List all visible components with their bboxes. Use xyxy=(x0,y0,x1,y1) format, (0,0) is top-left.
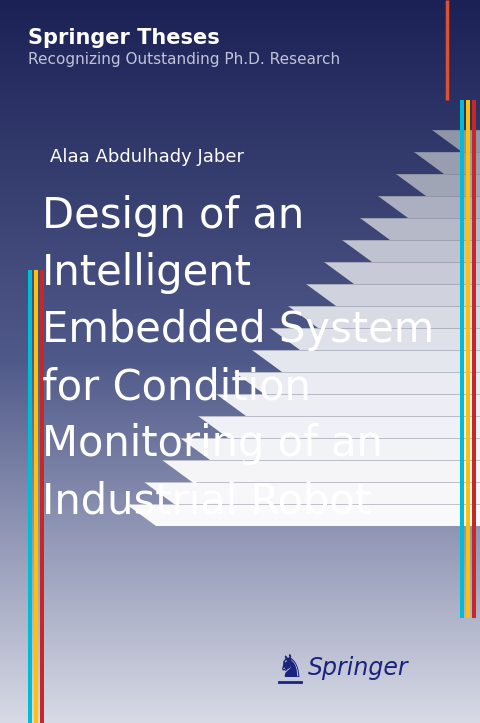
Polygon shape xyxy=(198,416,480,438)
Text: for Condition: for Condition xyxy=(42,366,311,408)
Text: Springer Theses: Springer Theses xyxy=(28,28,220,48)
Polygon shape xyxy=(126,504,480,526)
Text: Alaa Abdulhady Jaber: Alaa Abdulhady Jaber xyxy=(50,148,244,166)
Polygon shape xyxy=(216,394,480,416)
Text: Monitoring of an: Monitoring of an xyxy=(42,423,383,465)
Text: Springer: Springer xyxy=(308,656,408,680)
Polygon shape xyxy=(360,218,480,240)
Polygon shape xyxy=(180,438,480,460)
Text: Recognizing Outstanding Ph.D. Research: Recognizing Outstanding Ph.D. Research xyxy=(28,52,340,67)
Polygon shape xyxy=(144,482,480,504)
Polygon shape xyxy=(234,372,480,394)
Polygon shape xyxy=(432,130,480,152)
Bar xyxy=(460,100,464,618)
Polygon shape xyxy=(396,174,480,196)
Text: ♞: ♞ xyxy=(276,654,304,683)
Polygon shape xyxy=(288,306,480,328)
Polygon shape xyxy=(306,284,480,306)
Polygon shape xyxy=(342,240,480,262)
Polygon shape xyxy=(324,262,480,284)
Polygon shape xyxy=(414,152,480,174)
Polygon shape xyxy=(162,460,480,482)
Polygon shape xyxy=(252,350,480,372)
Text: Industrial Robot: Industrial Robot xyxy=(42,480,371,522)
Polygon shape xyxy=(270,328,480,350)
Polygon shape xyxy=(378,196,480,218)
Bar xyxy=(466,100,470,618)
Text: Embedded System: Embedded System xyxy=(42,309,434,351)
Text: Intelligent: Intelligent xyxy=(42,252,252,294)
Bar xyxy=(28,270,32,723)
Bar xyxy=(472,100,476,618)
Bar xyxy=(34,270,38,723)
Text: Design of an: Design of an xyxy=(42,195,304,237)
Bar xyxy=(40,270,44,723)
